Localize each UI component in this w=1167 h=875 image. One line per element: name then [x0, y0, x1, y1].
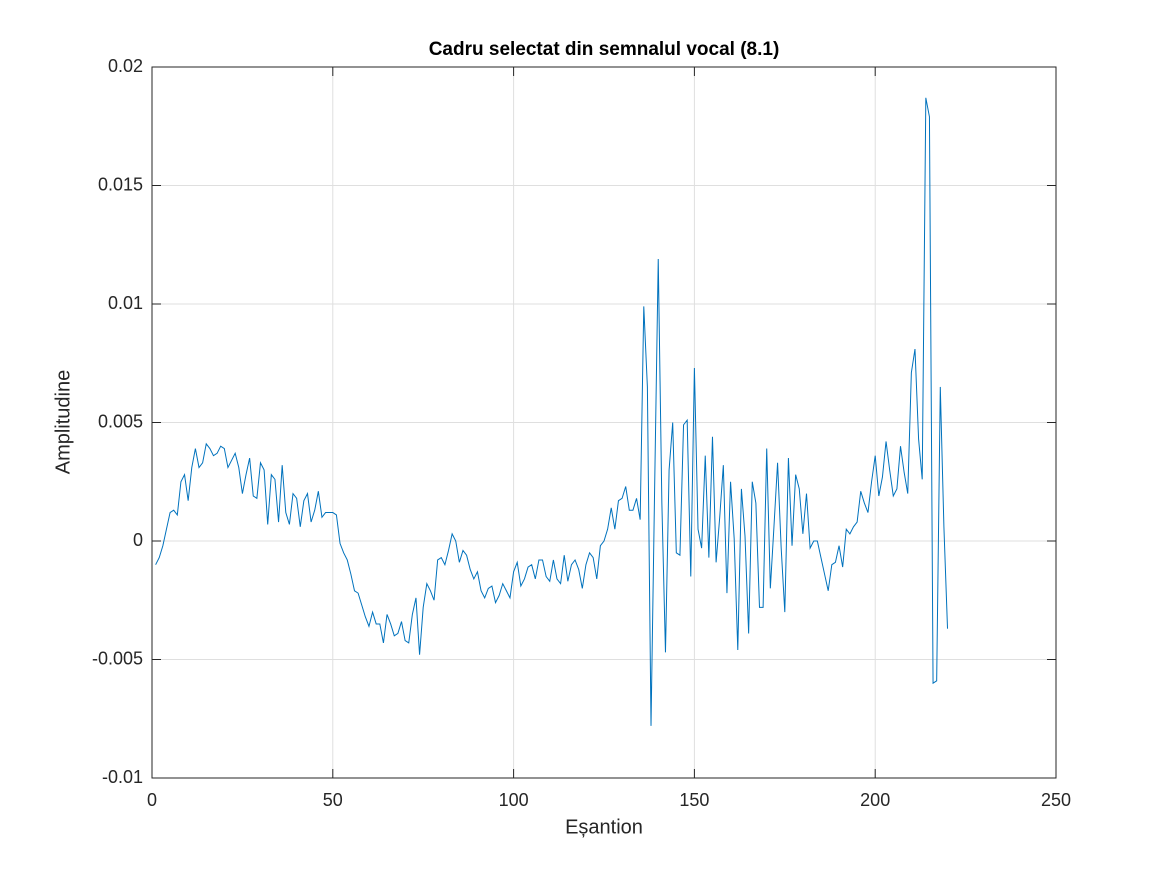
- x-tick-label: 150: [679, 790, 709, 810]
- x-tick-label: 50: [323, 790, 343, 810]
- x-tick-label: 200: [860, 790, 890, 810]
- y-tick-label: 0.02: [108, 56, 143, 76]
- chart-title: Cadru selectat din semnalul vocal (8.1): [429, 39, 780, 60]
- data-line: [155, 97, 949, 726]
- x-tick-label: 100: [499, 790, 529, 810]
- y-tick-label: -0.01: [102, 767, 143, 787]
- y-tick-label: 0: [133, 530, 143, 550]
- y-axis-label: Amplitudine: [52, 370, 74, 475]
- x-tick-label: 250: [1041, 790, 1071, 810]
- y-tick-label: 0.015: [98, 174, 143, 194]
- y-tick-label: 0.01: [108, 293, 143, 313]
- plot-frame: [151, 66, 1057, 779]
- y-tick-label: 0.005: [98, 411, 143, 431]
- x-axis-label: Eșantion: [565, 816, 643, 838]
- x-tick-label: 0: [147, 790, 157, 810]
- y-tick-label: -0.005: [92, 648, 143, 668]
